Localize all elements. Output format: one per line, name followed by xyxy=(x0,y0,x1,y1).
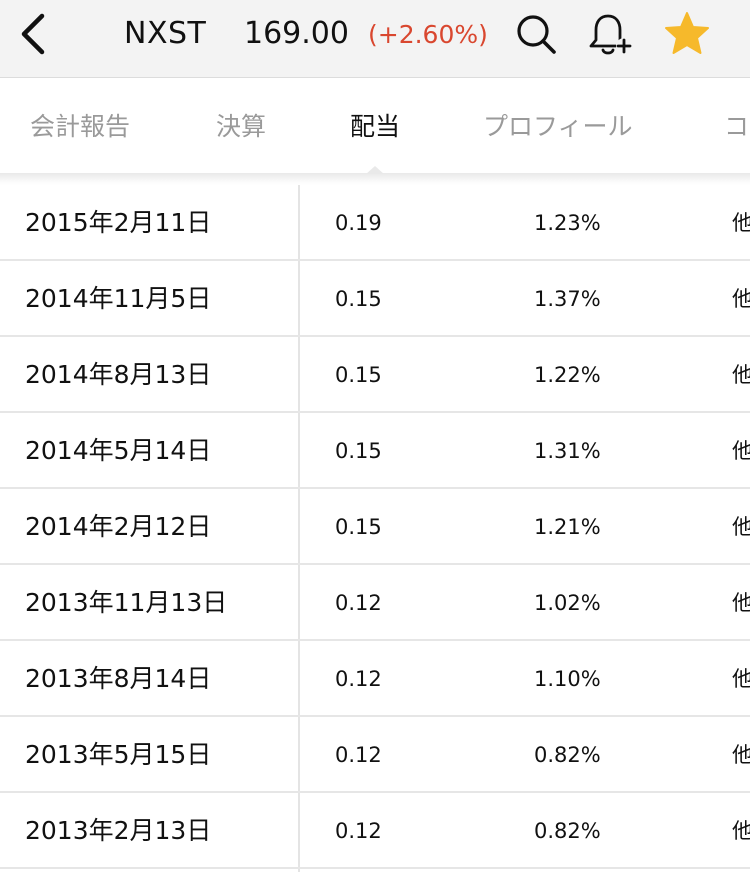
dividend-type: 他 xyxy=(732,667,750,691)
search-button[interactable] xyxy=(512,10,560,58)
dividend-yield: 1.21% xyxy=(534,515,601,539)
search-icon xyxy=(512,10,560,58)
table-row[interactable]: 2013年11月13日 0.12 1.02% 他 xyxy=(0,565,750,641)
dividend-type: 他 xyxy=(732,819,750,843)
dividend-yield: 1.23% xyxy=(534,211,601,235)
stock-price: 169.00 xyxy=(244,16,349,51)
dividend-yield: 1.31% xyxy=(534,439,601,463)
dividend-date: 2013年8月14日 xyxy=(25,664,212,693)
table-row[interactable]: 2014年11月5日 0.15 1.37% 他 xyxy=(0,261,750,337)
tab-dividends[interactable]: 配当 xyxy=(350,112,401,141)
table-row[interactable]: 2014年5月14日 0.15 1.31% 他 xyxy=(0,413,750,489)
tab-more[interactable]: コ xyxy=(724,112,750,141)
bell-plus-icon xyxy=(586,10,634,58)
ticker-symbol: NXST xyxy=(124,16,207,51)
dividend-type: 他 xyxy=(732,743,750,767)
table-row[interactable]: 2014年8月13日 0.15 1.22% 他 xyxy=(0,337,750,413)
dividend-yield: 0.82% xyxy=(534,743,601,767)
top-header: NXST 169.00 (+2.60%) xyxy=(0,0,750,78)
dividend-yield: 0.82% xyxy=(534,819,601,843)
tab-divider xyxy=(0,173,750,185)
dividend-type: 他 xyxy=(732,591,750,615)
dividend-amount: 0.12 xyxy=(335,591,382,615)
favorite-button[interactable] xyxy=(663,10,711,58)
tab-financial-reports[interactable]: 会計報告 xyxy=(30,112,131,141)
dividend-date: 2014年2月12日 xyxy=(25,512,212,541)
dividend-amount: 0.15 xyxy=(335,363,382,387)
table-row[interactable]: 2015年2月11日 0.19 1.23% 他 xyxy=(0,185,750,261)
dividend-type: 他 xyxy=(732,515,750,539)
dividend-table: 2015年2月11日 0.19 1.23% 他 2014年11月5日 0.15 … xyxy=(0,185,750,872)
dividend-type: 他 xyxy=(732,211,750,235)
chevron-left-icon xyxy=(12,10,56,58)
dividend-amount: 0.15 xyxy=(335,287,382,311)
add-alert-button[interactable] xyxy=(586,10,634,58)
tab-earnings[interactable]: 決算 xyxy=(216,112,267,141)
dividend-type: 他 xyxy=(732,439,750,463)
dividend-date: 2015年2月11日 xyxy=(25,208,212,237)
section-tabs: 会計報告 決算 配当 プロフィール コ xyxy=(0,79,750,173)
dividend-amount: 0.12 xyxy=(335,743,382,767)
dividend-date: 2014年11月5日 xyxy=(25,284,212,313)
table-row[interactable]: 2014年2月12日 0.15 1.21% 他 xyxy=(0,489,750,565)
dividend-yield: 1.02% xyxy=(534,591,601,615)
active-tab-indicator xyxy=(366,166,384,174)
table-row[interactable]: 2013年2月13日 0.12 0.82% 他 xyxy=(0,793,750,869)
table-row[interactable]: 2013年8月14日 0.12 1.10% 他 xyxy=(0,641,750,717)
price-change: (+2.60%) xyxy=(368,20,488,49)
tab-profile[interactable]: プロフィール xyxy=(483,112,633,141)
dividend-amount: 0.12 xyxy=(335,819,382,843)
dividend-date: 2014年8月13日 xyxy=(25,360,212,389)
dividend-yield: 1.22% xyxy=(534,363,601,387)
dividend-date: 2013年5月15日 xyxy=(25,740,212,769)
dividend-yield: 1.37% xyxy=(534,287,601,311)
back-button[interactable] xyxy=(12,10,56,58)
dividend-amount: 0.15 xyxy=(335,515,382,539)
dividend-date: 2014年5月14日 xyxy=(25,436,212,465)
column-divider xyxy=(298,185,300,872)
dividend-date: 2013年2月13日 xyxy=(25,816,212,845)
dividend-date: 2013年11月13日 xyxy=(25,588,228,617)
dividend-type: 他 xyxy=(732,363,750,387)
dividend-type: 他 xyxy=(732,287,750,311)
dividend-amount: 0.12 xyxy=(335,667,382,691)
table-row[interactable]: 2013年5月15日 0.12 0.82% 他 xyxy=(0,717,750,793)
star-icon xyxy=(663,10,711,58)
dividend-amount: 0.19 xyxy=(335,211,382,235)
dividend-yield: 1.10% xyxy=(534,667,601,691)
dividend-amount: 0.15 xyxy=(335,439,382,463)
